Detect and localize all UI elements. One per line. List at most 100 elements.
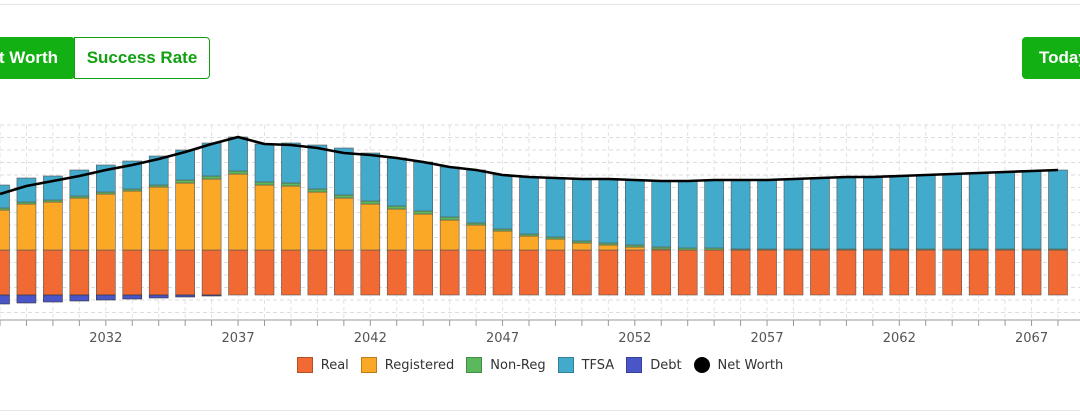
bar-segment-nonreg[interactable] — [281, 182, 301, 187]
bar-segment-registered[interactable] — [281, 185, 301, 251]
bar-segment-debt[interactable] — [43, 294, 63, 303]
bar-segment-real[interactable] — [995, 249, 1015, 296]
bar-segment-real[interactable] — [677, 249, 698, 296]
bar-segment-real[interactable] — [360, 249, 381, 296]
bar-segment-tfsa[interactable] — [704, 179, 724, 249]
bar-segment-real[interactable] — [175, 249, 195, 296]
bar-segment-tfsa[interactable] — [281, 142, 301, 184]
bar-segment-tfsa[interactable] — [1021, 170, 1042, 250]
bar-segment-real[interactable] — [492, 249, 513, 296]
bar-segment-tfsa[interactable] — [624, 179, 645, 246]
bar-segment-tfsa[interactable] — [995, 171, 1015, 250]
bar-segment-tfsa[interactable] — [466, 169, 486, 224]
bar-segment-real[interactable] — [281, 249, 301, 296]
bar-segment-real[interactable] — [307, 249, 328, 296]
bar-segment-tfsa[interactable] — [334, 147, 354, 196]
bar-segment-tfsa[interactable] — [122, 160, 143, 190]
bar-segment-real[interactable] — [334, 249, 354, 296]
bar-segment-tfsa[interactable] — [228, 136, 248, 172]
net-worth-line[interactable] — [0, 135, 1059, 196]
bar-segment-registered[interactable] — [254, 184, 275, 251]
bar-segment-real[interactable] — [810, 249, 830, 296]
bar-segment-tfsa[interactable] — [757, 179, 777, 250]
bar-segment-tfsa[interactable] — [1048, 169, 1068, 250]
bar-segment-registered[interactable] — [598, 244, 619, 251]
bar-segment-real[interactable] — [201, 249, 222, 296]
bar-segment-tfsa[interactable] — [175, 149, 195, 181]
bar-segment-registered[interactable] — [201, 178, 222, 251]
bar-segment-real[interactable] — [0, 249, 10, 296]
bar-segment-tfsa[interactable] — [545, 177, 566, 238]
bar-segment-tfsa[interactable] — [201, 142, 222, 177]
bar-segment-nonreg[interactable] — [254, 181, 275, 186]
bar-segment-nonreg[interactable] — [519, 233, 539, 237]
legend-item-net-worth[interactable]: Net Worth — [693, 357, 783, 373]
bar-segment-registered[interactable] — [492, 230, 513, 251]
bar-segment-debt[interactable] — [122, 294, 143, 300]
bar-segment-real[interactable] — [783, 249, 804, 296]
bar-segment-real[interactable] — [863, 249, 883, 296]
bar-segment-debt[interactable] — [69, 294, 90, 302]
bar-segment-tfsa[interactable] — [677, 180, 698, 249]
bar-segment-tfsa[interactable] — [810, 177, 830, 250]
bar-segment-registered[interactable] — [439, 219, 460, 251]
bar-segment-tfsa[interactable] — [730, 179, 751, 250]
bar-segment-registered[interactable] — [122, 190, 143, 251]
bar-segment-real[interactable] — [1048, 249, 1068, 296]
bar-segment-nonreg[interactable] — [492, 228, 513, 232]
bar-segment-nonreg[interactable] — [201, 175, 222, 180]
bar-segment-nonreg[interactable] — [439, 216, 460, 221]
bar-segment-nonreg[interactable] — [598, 242, 619, 246]
bar-segment-tfsa[interactable] — [598, 178, 619, 244]
legend-item-tfsa[interactable]: TFSA — [557, 357, 614, 373]
bar-segment-registered[interactable] — [413, 213, 434, 251]
bar-segment-tfsa[interactable] — [783, 178, 804, 250]
bar-segment-nonreg[interactable] — [466, 222, 486, 226]
bar-segment-registered[interactable] — [572, 242, 592, 251]
bar-segment-real[interactable] — [228, 249, 248, 296]
bar-segment-real[interactable] — [572, 249, 592, 296]
bar-segment-registered[interactable] — [96, 193, 116, 251]
bar-segment-registered[interactable] — [386, 208, 407, 251]
success-rate-tab-button[interactable]: Success Rate — [74, 37, 210, 79]
bar-segment-real[interactable] — [466, 249, 486, 296]
bar-segment-real[interactable] — [730, 249, 751, 296]
bar-segment-registered[interactable] — [360, 203, 381, 251]
bar-segment-real[interactable] — [386, 249, 407, 296]
bar-segment-debt[interactable] — [96, 294, 116, 301]
bar-segment-nonreg[interactable] — [43, 199, 63, 203]
bar-segment-tfsa[interactable] — [942, 173, 963, 250]
bar-segment-nonreg[interactable] — [96, 191, 116, 195]
bar-segment-real[interactable] — [519, 249, 539, 296]
bar-segment-tfsa[interactable] — [307, 144, 328, 190]
legend-item-debt[interactable]: Debt — [626, 357, 682, 373]
bar-segment-tfsa[interactable] — [572, 178, 592, 242]
bar-segment-registered[interactable] — [545, 238, 566, 251]
bar-segment-nonreg[interactable] — [704, 247, 724, 251]
bar-segment-registered[interactable] — [148, 186, 169, 251]
legend-item-real[interactable]: Real — [296, 357, 349, 373]
bar-segment-tfsa[interactable] — [254, 143, 275, 183]
bar-segment-nonreg[interactable] — [69, 195, 90, 199]
bar-segment-real[interactable] — [704, 249, 724, 296]
bar-segment-nonreg[interactable] — [175, 179, 195, 184]
bar-segment-real[interactable] — [651, 249, 672, 296]
bar-segment-nonreg[interactable] — [334, 194, 354, 199]
bar-segment-tfsa[interactable] — [16, 177, 37, 203]
bar-segment-real[interactable] — [598, 249, 619, 296]
bar-segment-tfsa[interactable] — [0, 184, 10, 209]
bar-segment-debt[interactable] — [175, 294, 195, 298]
bar-segment-tfsa[interactable] — [968, 172, 989, 250]
bar-segment-tfsa[interactable] — [492, 174, 513, 230]
bar-segment-tfsa[interactable] — [836, 176, 857, 250]
bar-segment-nonreg[interactable] — [307, 188, 328, 193]
bar-segment-real[interactable] — [439, 249, 460, 296]
bar-segment-tfsa[interactable] — [360, 152, 381, 202]
bar-segment-nonreg[interactable] — [16, 201, 37, 205]
bar-segment-registered[interactable] — [519, 235, 539, 251]
bar-segment-real[interactable] — [96, 249, 116, 296]
bar-segment-registered[interactable] — [0, 209, 10, 251]
bar-segment-real[interactable] — [757, 249, 777, 296]
bar-segment-tfsa[interactable] — [863, 176, 883, 250]
bar-segment-tfsa[interactable] — [519, 176, 539, 235]
